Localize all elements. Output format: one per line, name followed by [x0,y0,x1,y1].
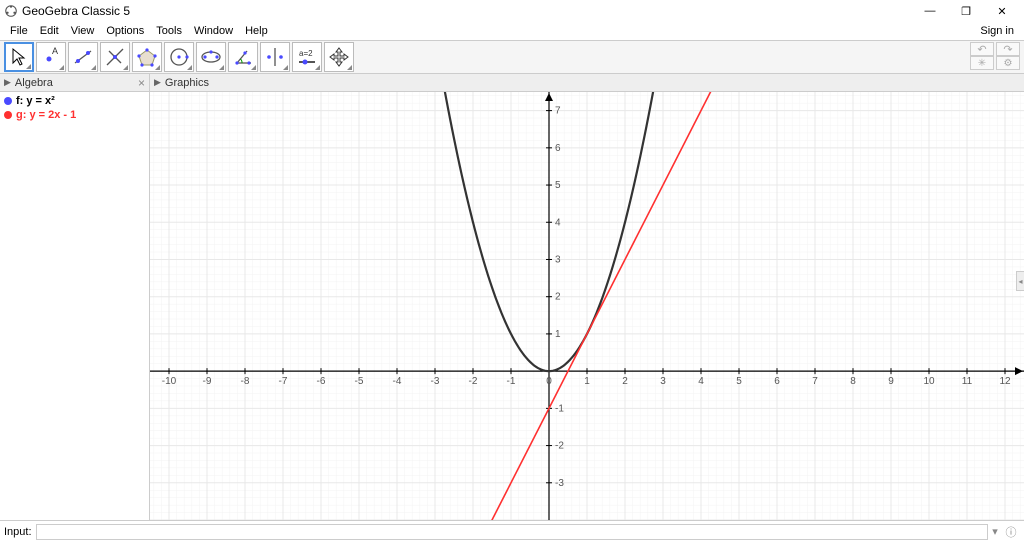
svg-text:-2: -2 [469,376,478,387]
svg-text:-10: -10 [162,376,177,387]
undo-button[interactable]: ↶ [970,42,994,56]
visibility-dot-icon[interactable] [4,111,12,119]
svg-text:-2: -2 [555,441,564,452]
menu-options[interactable]: Options [100,23,150,39]
properties-button[interactable]: ✳ [970,56,994,70]
svg-text:-5: -5 [355,376,364,387]
svg-text:10: 10 [923,376,935,387]
svg-text:3: 3 [660,376,666,387]
move-tool[interactable] [4,42,34,72]
menu-file[interactable]: File [4,23,34,39]
svg-text:-3: -3 [431,376,440,387]
graphics-canvas[interactable]: -10-9-8-7-6-5-4-3-2-10123456789101112-3-… [150,92,1024,520]
right-panel-handle[interactable]: ◂ [1016,271,1024,291]
algebra-panel: ▶ Algebra × f: y = x²g: y = 2x - 1 [0,74,150,520]
toolbar: Aa=2 ↶ ↷ ✳ ⚙ [0,40,1024,74]
point-tool[interactable]: A [36,42,66,72]
collapse-icon: ▶ [4,77,11,88]
svg-text:1: 1 [555,329,561,340]
svg-text:12: 12 [999,376,1011,387]
svg-text:4: 4 [555,217,561,228]
svg-text:3: 3 [555,254,561,265]
svg-text:8: 8 [850,376,856,387]
algebra-item-1[interactable]: g: y = 2x - 1 [4,108,145,122]
redo-button[interactable]: ↷ [996,42,1020,56]
input-bar: Input: ▾ ⓘ [0,520,1024,542]
algebra-title: Algebra [15,77,53,89]
minimize-button[interactable]: — [912,1,948,21]
svg-text:-1: -1 [555,403,564,414]
svg-text:-3: -3 [555,478,564,489]
svg-text:-6: -6 [317,376,326,387]
visibility-dot-icon[interactable] [4,97,12,105]
svg-text:-9: -9 [203,376,212,387]
svg-text:-8: -8 [241,376,250,387]
titlebar: GeoGebra Classic 5 — ❐ ✕ [0,0,1024,22]
collapse-icon: ▶ [154,77,161,88]
menu-edit[interactable]: Edit [34,23,65,39]
perpendicular-tool[interactable] [100,42,130,72]
close-button[interactable]: ✕ [984,1,1020,21]
menu-help[interactable]: Help [239,23,274,39]
svg-text:5: 5 [736,376,742,387]
menu-tools[interactable]: Tools [150,23,188,39]
svg-text:2: 2 [622,376,628,387]
svg-text:9: 9 [888,376,894,387]
svg-text:4: 4 [698,376,704,387]
angle-tool[interactable] [228,42,258,72]
graphics-title: Graphics [165,77,209,89]
svg-text:2: 2 [555,292,561,303]
polygon-tool[interactable] [132,42,162,72]
svg-text:7: 7 [812,376,818,387]
signin-link[interactable]: Sign in [980,25,1020,37]
svg-text:-1: -1 [507,376,516,387]
menubar: FileEditViewOptionsToolsWindowHelp Sign … [0,22,1024,40]
svg-text:6: 6 [555,143,561,154]
menu-view[interactable]: View [65,23,101,39]
svg-text:7: 7 [555,106,561,117]
window-title: GeoGebra Classic 5 [22,4,912,18]
algebra-header[interactable]: ▶ Algebra × [0,74,149,92]
graphics-header[interactable]: ▶ Graphics [150,74,1024,92]
maximize-button[interactable]: ❐ [948,1,984,21]
algebra-item-label: f: y = x² [16,94,55,108]
svg-text:6: 6 [774,376,780,387]
input-field[interactable] [36,524,988,540]
app-logo-icon [4,4,18,18]
line-tool[interactable] [68,42,98,72]
reflect-tool[interactable] [260,42,290,72]
svg-text:a=2: a=2 [299,49,313,58]
algebra-item-0[interactable]: f: y = x² [4,94,145,108]
algebra-item-label: g: y = 2x - 1 [16,108,76,122]
slider-tool[interactable]: a=2 [292,42,322,72]
settings-button[interactable]: ⚙ [996,56,1020,70]
move-view-tool[interactable] [324,42,354,72]
input-dropdown-icon[interactable]: ▾ [988,525,1002,538]
svg-text:1: 1 [584,376,590,387]
svg-text:-7: -7 [279,376,288,387]
svg-text:-4: -4 [393,376,402,387]
ellipse-tool[interactable] [196,42,226,72]
input-help-icon[interactable]: ⓘ [1002,524,1020,540]
svg-text:A: A [52,46,58,56]
menu-window[interactable]: Window [188,23,239,39]
input-label: Input: [4,526,32,538]
graphics-panel: ▶ Graphics -10-9-8-7-6-5-4-3-2-101234567… [150,74,1024,520]
circle-tool[interactable] [164,42,194,72]
svg-text:11: 11 [962,376,973,387]
algebra-close-icon[interactable]: × [138,76,145,90]
svg-text:5: 5 [555,180,561,191]
svg-text:0: 0 [546,376,552,387]
